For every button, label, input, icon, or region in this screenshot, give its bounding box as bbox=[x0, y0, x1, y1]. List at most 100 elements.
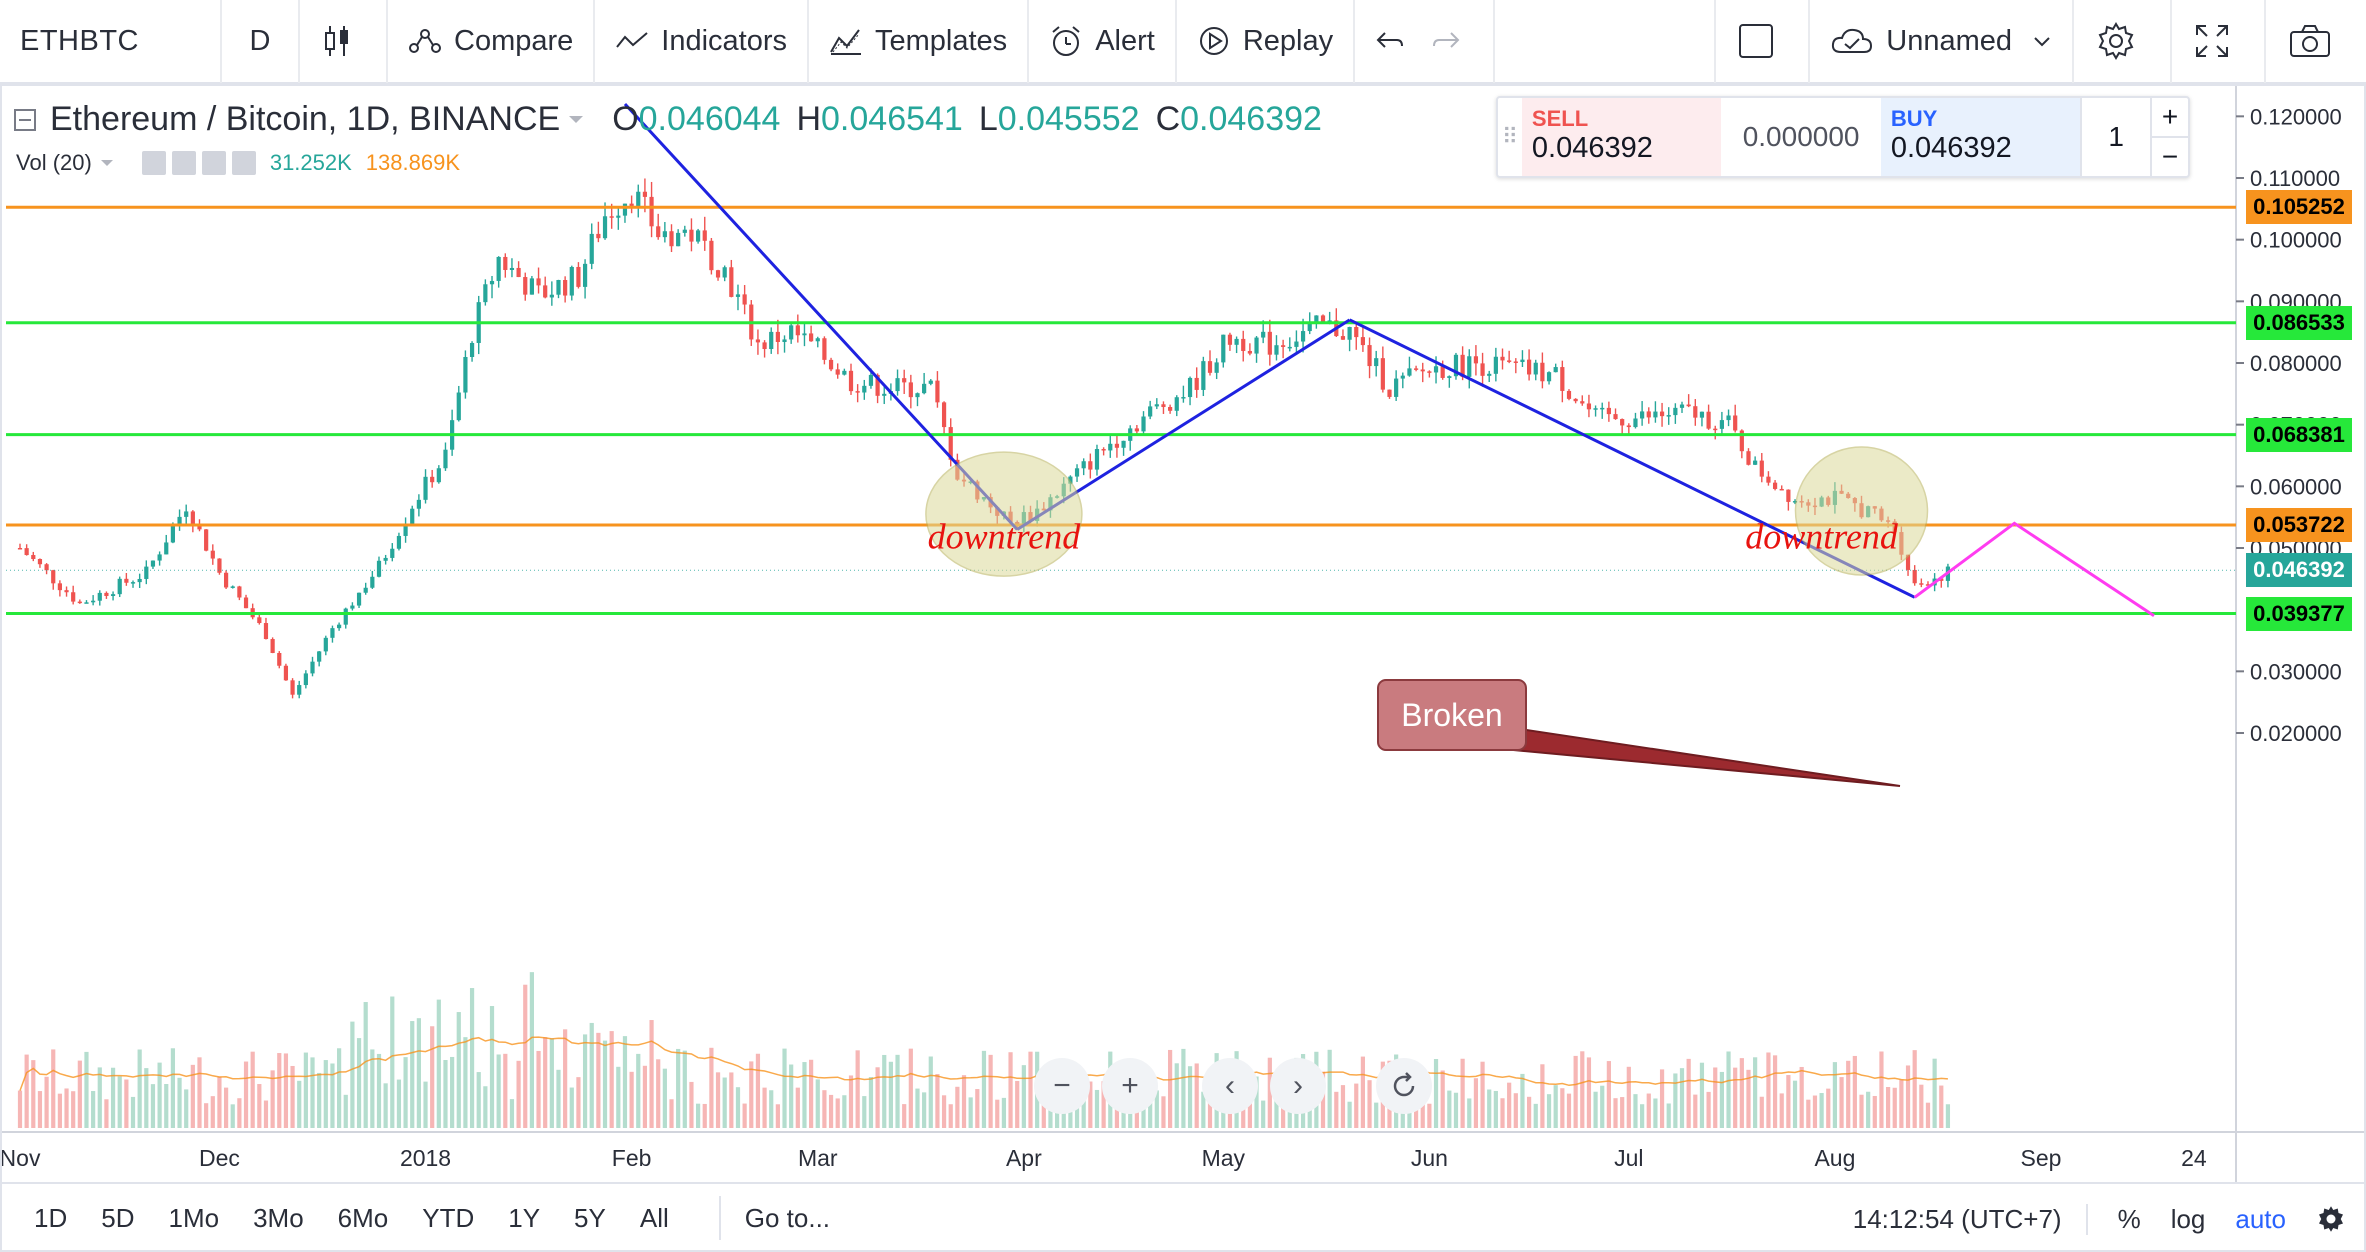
buy-button[interactable]: BUY 0.046392 bbox=[1880, 98, 2081, 176]
log-scale-button[interactable]: log bbox=[2170, 1203, 2206, 1234]
reset-chart-button[interactable] bbox=[1376, 1058, 1432, 1114]
projection-path[interactable] bbox=[1913, 521, 2155, 618]
gear-icon[interactable] bbox=[2316, 1204, 2346, 1234]
volume-bar bbox=[257, 1084, 262, 1128]
candle-body bbox=[443, 449, 448, 469]
caret-down-icon[interactable] bbox=[100, 159, 114, 168]
fullscreen-icon bbox=[2196, 25, 2228, 57]
candle-body bbox=[1560, 367, 1565, 391]
clock[interactable]: 14:12:54 (UTC+7) bbox=[1853, 1203, 2088, 1235]
templates-button[interactable]: Templates bbox=[809, 0, 1030, 83]
volume-bar bbox=[1021, 1065, 1026, 1128]
volume-bar bbox=[656, 1059, 661, 1128]
symbol-search[interactable]: ETHBTC bbox=[0, 0, 222, 83]
series-title[interactable]: Ethereum / Bitcoin, 1D, BINANCE bbox=[50, 100, 561, 138]
volume-bar bbox=[476, 1072, 481, 1128]
volume-bar bbox=[888, 1061, 893, 1128]
save-layout-button[interactable]: Unnamed bbox=[1810, 0, 2074, 83]
redo-icon[interactable] bbox=[1431, 29, 1461, 53]
volume-bar bbox=[323, 1060, 328, 1128]
volume-bar bbox=[1573, 1055, 1578, 1128]
zoom-in-button[interactable]: + bbox=[1102, 1058, 1158, 1114]
chart-style-button[interactable] bbox=[300, 0, 388, 83]
volume-bar bbox=[1267, 1057, 1272, 1128]
replay-button[interactable]: Replay bbox=[1177, 0, 1356, 83]
percent-scale-button[interactable]: % bbox=[2117, 1203, 2141, 1234]
candle-body bbox=[1533, 362, 1538, 375]
gear-icon[interactable] bbox=[171, 151, 196, 175]
range-button[interactable]: 1Mo bbox=[168, 1202, 220, 1233]
decrement-button[interactable]: − bbox=[2161, 141, 2179, 172]
candle-body bbox=[642, 191, 648, 197]
sell-button[interactable]: SELL 0.046392 bbox=[1521, 98, 1722, 176]
range-button[interactable]: All bbox=[639, 1202, 669, 1233]
candle-body bbox=[503, 256, 508, 270]
candle-body bbox=[1586, 403, 1592, 410]
volume-bar bbox=[17, 1090, 23, 1128]
caret-down-icon[interactable] bbox=[568, 115, 584, 125]
x-tick-label: Jul bbox=[1614, 1145, 1643, 1171]
compare-button[interactable]: Compare bbox=[388, 0, 596, 83]
y-tick-label: 0.120000 bbox=[2250, 104, 2342, 129]
range-button[interactable]: YTD bbox=[422, 1202, 475, 1233]
candle-body bbox=[702, 230, 707, 241]
callout-box[interactable] bbox=[1377, 679, 1527, 751]
snapshot-button[interactable] bbox=[2266, 0, 2366, 83]
volume-bar bbox=[1513, 1093, 1518, 1128]
candle-body bbox=[1473, 356, 1479, 364]
zoom-out-button[interactable]: − bbox=[1034, 1058, 1090, 1114]
candle-body bbox=[1733, 415, 1738, 431]
close-icon[interactable] bbox=[231, 151, 256, 175]
candle-body bbox=[303, 673, 308, 686]
plus-icon[interactable] bbox=[201, 151, 226, 175]
candle-body bbox=[1094, 449, 1100, 470]
volume-bar bbox=[1772, 1055, 1778, 1128]
chart-pane[interactable]: 0.120000 0.110000 0.100000 0.090000 0.080000… bbox=[0, 86, 2366, 1182]
candle-body bbox=[1480, 363, 1485, 376]
candle-body bbox=[616, 215, 621, 218]
highlight-ellipse[interactable] bbox=[925, 451, 1083, 577]
range-button[interactable]: 5Y bbox=[574, 1202, 606, 1233]
volume-bar bbox=[1733, 1067, 1738, 1128]
x-tick-label: Mar bbox=[798, 1145, 838, 1171]
quantity-field[interactable]: 1 bbox=[2080, 98, 2150, 176]
candle-body bbox=[44, 564, 49, 571]
volume-bar bbox=[1161, 1096, 1166, 1128]
indicators-button[interactable]: Indicators bbox=[595, 0, 810, 83]
volume-bar bbox=[702, 1103, 707, 1128]
goto-date-button[interactable]: Go to... bbox=[718, 1196, 830, 1240]
collapse-legend-icon[interactable] bbox=[14, 108, 36, 131]
volume-bar bbox=[1586, 1057, 1592, 1128]
eye-icon[interactable] bbox=[141, 151, 166, 175]
highlight-ellipse[interactable] bbox=[1794, 446, 1929, 576]
range-button[interactable]: 1D bbox=[34, 1202, 68, 1233]
auto-scale-button[interactable]: auto bbox=[2235, 1203, 2286, 1234]
layout-select-button[interactable] bbox=[1716, 0, 1811, 83]
alert-button[interactable]: Alert bbox=[1029, 0, 1177, 83]
volume-bar bbox=[875, 1067, 880, 1128]
chart-canvas[interactable]: 0.1200000.1100000.1000000.0900000.080000… bbox=[0, 86, 2366, 1182]
increment-button[interactable]: + bbox=[2152, 98, 2188, 138]
undo-icon[interactable] bbox=[1375, 29, 1405, 53]
volume-bar bbox=[809, 1059, 814, 1128]
trend-line[interactable] bbox=[623, 102, 1019, 531]
volume-bar bbox=[1766, 1052, 1771, 1128]
fullscreen-button[interactable] bbox=[2172, 0, 2266, 83]
range-button[interactable]: 1Y bbox=[508, 1202, 541, 1233]
range-button[interactable]: 3Mo bbox=[253, 1202, 304, 1233]
volume-bar bbox=[1493, 1090, 1498, 1128]
scroll-left-button[interactable]: ‹ bbox=[1202, 1058, 1258, 1114]
range-button[interactable]: 5D bbox=[101, 1202, 135, 1233]
candle-body bbox=[1221, 334, 1226, 363]
range-button[interactable]: 6Mo bbox=[337, 1202, 389, 1233]
volume-title[interactable]: Vol (20) bbox=[16, 150, 92, 175]
candle-body bbox=[922, 383, 927, 394]
settings-button[interactable] bbox=[2074, 0, 2172, 83]
candle-body bbox=[1633, 418, 1638, 428]
drag-handle-icon[interactable]: ⠿ bbox=[1501, 124, 1519, 149]
volume-bar bbox=[44, 1076, 49, 1128]
volume-bar bbox=[1866, 1091, 1871, 1128]
scroll-right-button[interactable]: › bbox=[1270, 1058, 1326, 1114]
candle-body bbox=[1653, 411, 1658, 418]
interval-button[interactable]: D bbox=[222, 0, 300, 83]
